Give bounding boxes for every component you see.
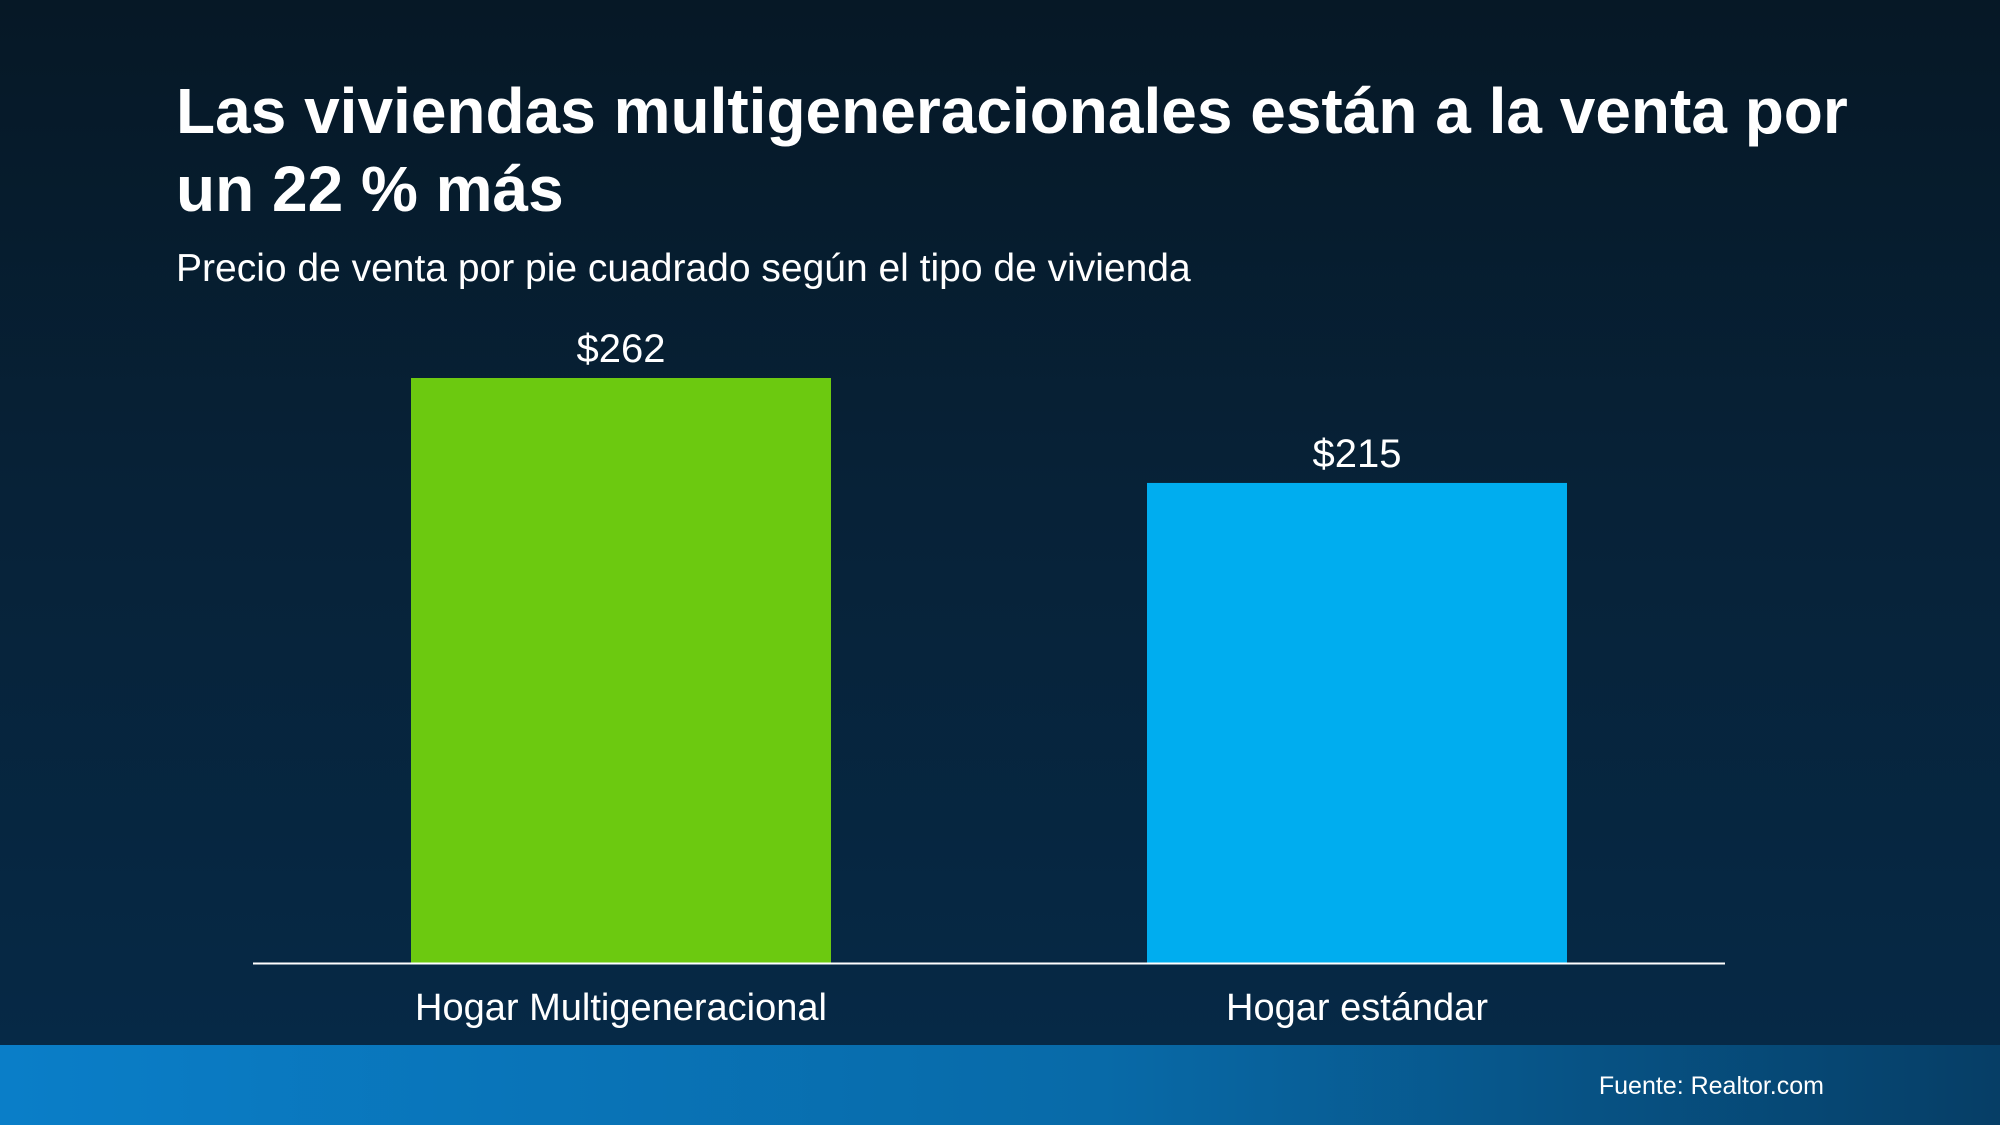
bar-chart: $262 Hogar Multigeneracional $215 Hogar est…	[411, 327, 1567, 1029]
category-label: Hogar Multigeneracional	[415, 987, 827, 1029]
bar-value-label: $215	[1313, 432, 1402, 476]
chart-title: Las viviendas multigeneracionales están …	[176, 75, 1848, 225]
bar-1	[411, 378, 831, 963]
chart-subtitle: Precio de venta por pie cuadrado según e…	[176, 247, 1191, 290]
bar-value-label: $262	[577, 327, 666, 371]
footer-bar: Fuente: Realtor.com	[0, 1045, 2000, 1125]
category-label: Hogar estándar	[1226, 987, 1488, 1029]
source-note: Fuente: Realtor.com	[1598, 1072, 1824, 1100]
bar-2	[1147, 482, 1567, 963]
